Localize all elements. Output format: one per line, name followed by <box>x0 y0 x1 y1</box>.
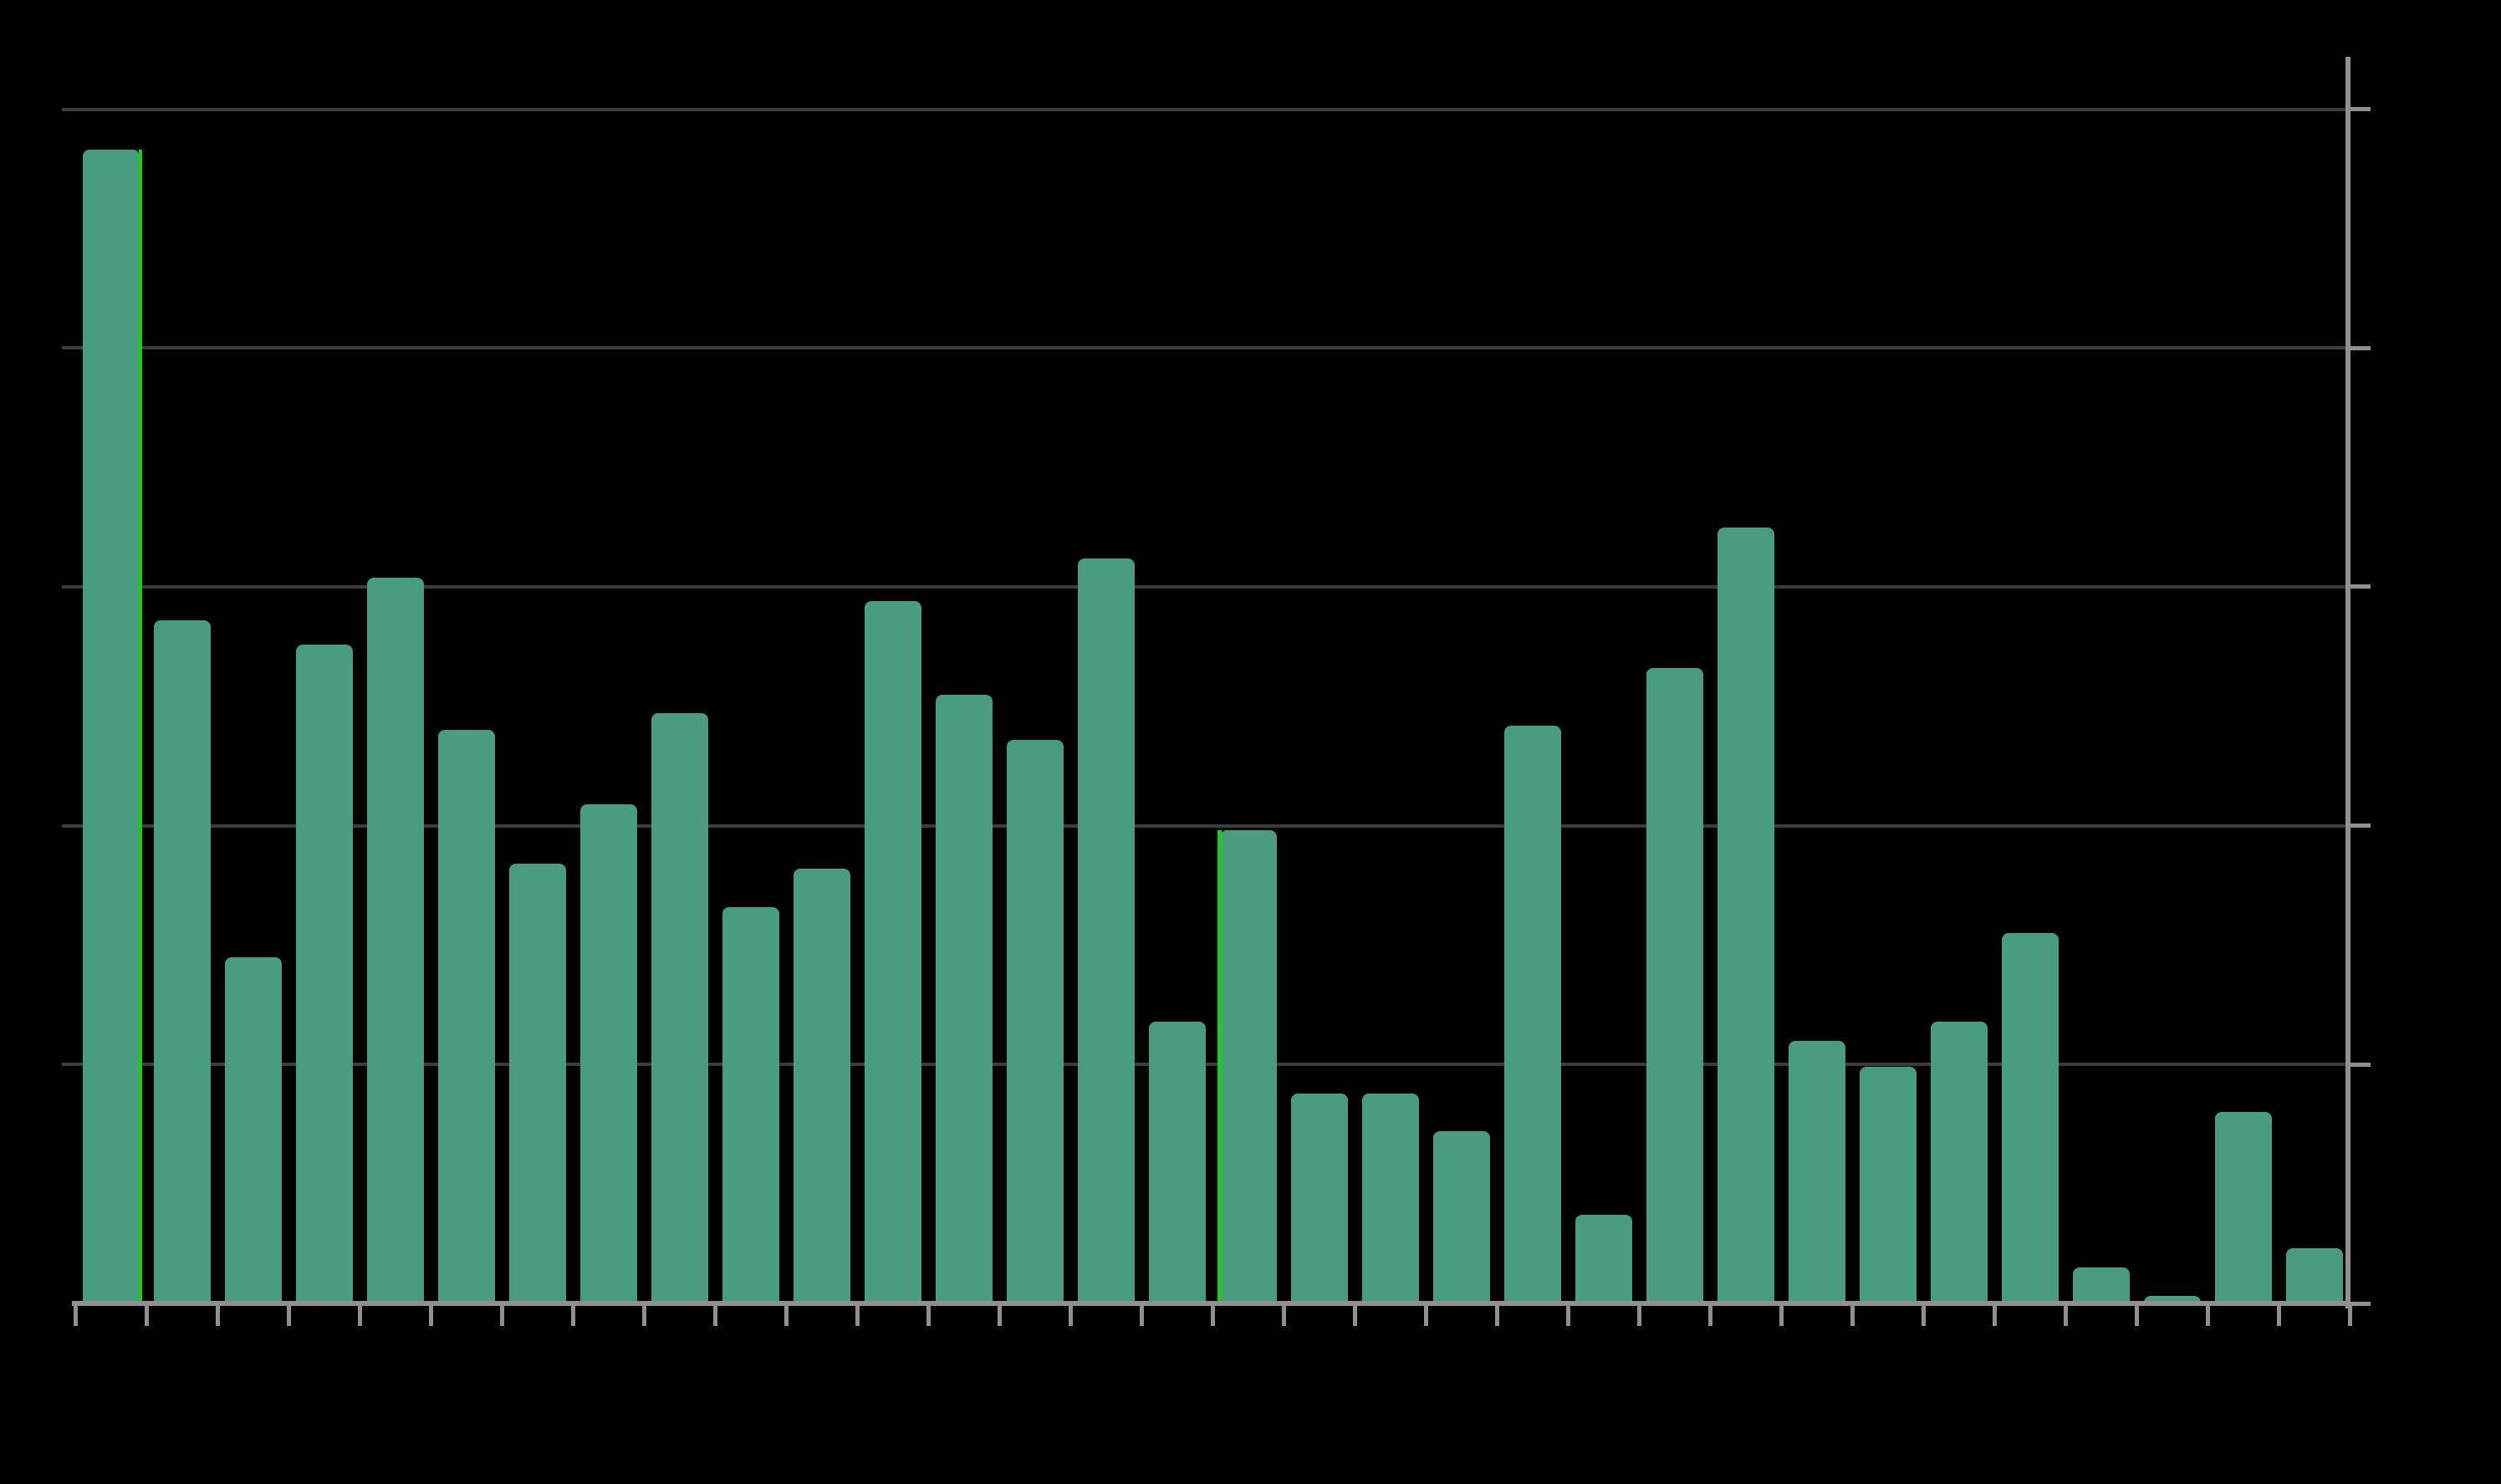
y-axis-tick <box>2350 1062 2371 1067</box>
histogram-bar <box>1503 725 1561 1306</box>
y-gridline <box>62 346 2348 350</box>
histogram-bar <box>2072 1267 2130 1306</box>
histogram-bar <box>1432 1131 1490 1306</box>
x-axis-tick <box>1921 1306 1926 1326</box>
x-axis-tick <box>1139 1306 1144 1326</box>
x-axis-tick <box>1281 1306 1286 1326</box>
x-axis-tick <box>73 1306 78 1326</box>
histogram-bar <box>366 577 424 1306</box>
histogram-bar <box>1077 558 1135 1306</box>
histogram-bar <box>1219 830 1277 1306</box>
x-axis-tick <box>1707 1306 1712 1326</box>
histogram-bar <box>224 956 282 1306</box>
x-axis-tick <box>783 1306 789 1326</box>
histogram-bar <box>793 869 850 1306</box>
y-axis-tick <box>2350 824 2371 829</box>
x-axis-spine <box>72 1301 2350 1306</box>
y-axis-tick <box>2350 584 2371 589</box>
histogram-bar <box>153 620 211 1306</box>
x-axis-tick <box>570 1306 575 1326</box>
x-axis-tick <box>1210 1306 1215 1326</box>
x-axis-tick <box>428 1306 433 1326</box>
x-axis-tick <box>2347 1306 2352 1326</box>
x-axis-tick <box>712 1306 717 1326</box>
histogram-bar <box>437 730 495 1306</box>
histogram-bar <box>1575 1215 1632 1306</box>
histogram-bar <box>1788 1040 1845 1306</box>
histogram-bar <box>1006 739 1064 1306</box>
x-axis-tick <box>1636 1306 1641 1326</box>
x-axis-tick <box>2063 1306 2068 1326</box>
histogram-bar <box>864 601 921 1306</box>
histogram-bar <box>2285 1248 2343 1306</box>
histogram-bar <box>722 906 779 1306</box>
x-axis-tick <box>2134 1306 2139 1326</box>
marker-vline-bar1-right <box>138 150 142 1303</box>
histogram-bar <box>1290 1093 1348 1306</box>
marker-vline-bar17-left <box>1217 830 1222 1303</box>
histogram-bar <box>82 150 140 1306</box>
histogram-bar <box>2001 933 2059 1306</box>
y-axis-tick <box>2350 107 2371 111</box>
x-axis-tick <box>357 1306 362 1326</box>
histogram-bar <box>1361 1093 1419 1306</box>
y-gridline <box>62 584 2348 589</box>
histogram-bar <box>1930 1021 1988 1306</box>
histogram-bar <box>295 644 353 1306</box>
histogram-bar <box>579 803 637 1306</box>
x-axis-tick <box>286 1306 291 1326</box>
x-axis-tick <box>1779 1306 1784 1326</box>
x-axis-tick <box>2205 1306 2210 1326</box>
x-axis-tick <box>2276 1306 2281 1326</box>
histogram-bar <box>508 864 566 1306</box>
x-axis-tick <box>1423 1306 1428 1326</box>
x-axis-tick <box>1068 1306 1073 1326</box>
y-axis-spine <box>2345 57 2350 1308</box>
x-axis-tick <box>1494 1306 1499 1326</box>
x-axis-tick <box>144 1306 149 1326</box>
x-axis-tick <box>1352 1306 1357 1326</box>
histogram-bar <box>1148 1021 1206 1306</box>
y-axis-tick <box>2350 345 2371 350</box>
x-axis-tick <box>1565 1306 1570 1326</box>
y-gridline <box>62 824 2348 828</box>
histogram-bar <box>1859 1067 1917 1306</box>
histogram-bar <box>1646 668 1703 1306</box>
x-axis-tick <box>215 1306 220 1326</box>
y-gridline <box>62 107 2348 111</box>
histogram-bar <box>935 694 993 1306</box>
histogram-bar <box>2214 1112 2272 1306</box>
x-axis-tick <box>1850 1306 1855 1326</box>
x-axis-tick <box>641 1306 646 1326</box>
histogram-bar <box>1717 527 1774 1306</box>
y-axis-tick <box>2350 1301 2371 1306</box>
x-axis-tick <box>997 1306 1002 1326</box>
x-axis-tick <box>926 1306 931 1326</box>
x-axis-tick <box>1992 1306 1997 1326</box>
histogram-bar <box>651 713 708 1306</box>
x-axis-tick <box>499 1306 504 1326</box>
x-axis-tick <box>855 1306 860 1326</box>
